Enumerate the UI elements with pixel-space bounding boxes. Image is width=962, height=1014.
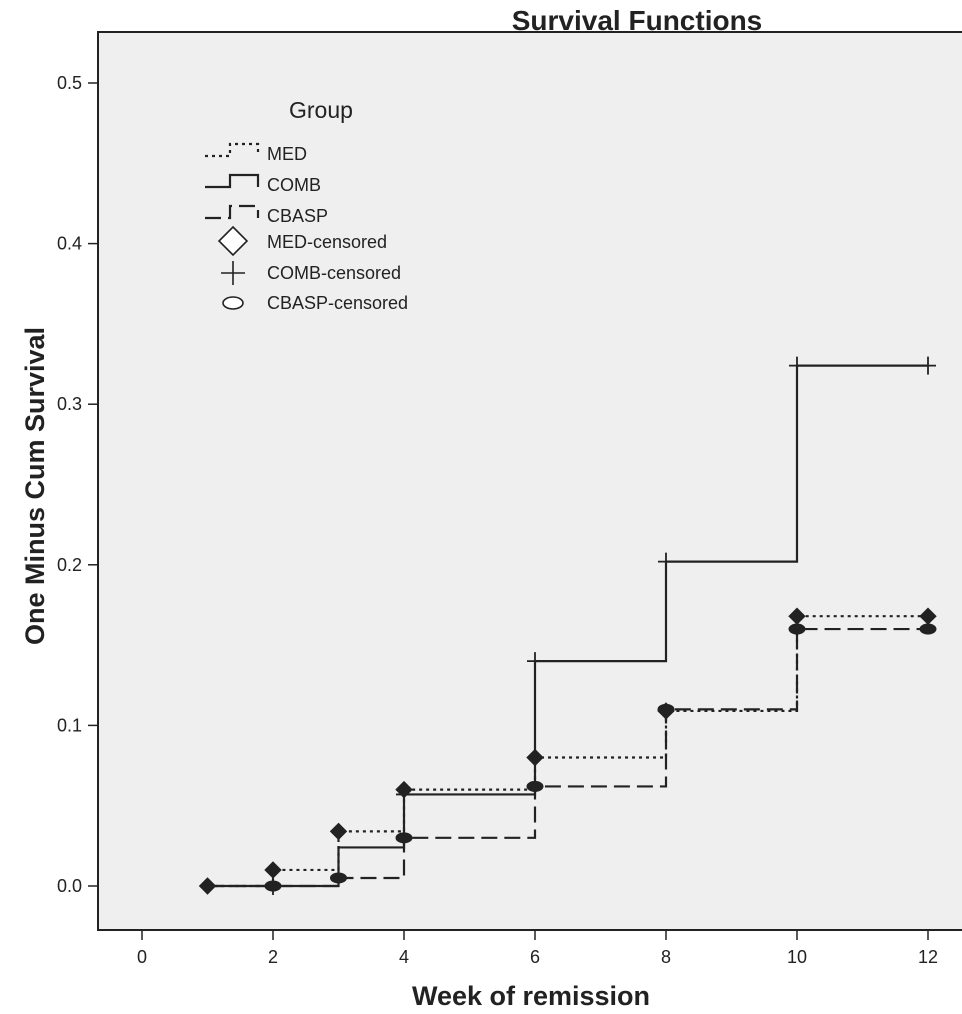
x-tick-label: 12 <box>918 947 938 967</box>
legend-med-line <box>205 142 260 158</box>
x-tick-label: 10 <box>787 947 807 967</box>
censor-markers <box>198 356 937 895</box>
censor-marker-comb <box>396 785 412 804</box>
censor-marker-comb <box>789 356 805 375</box>
legend-label-comb: COMB <box>267 175 321 195</box>
y-tick-label: 0.1 <box>57 715 82 735</box>
series-line-cbasp <box>207 627 928 888</box>
series-lines <box>207 364 928 888</box>
x-tick-label: 4 <box>399 947 409 967</box>
legend-title: Group <box>289 97 353 123</box>
censor-marker-cbasp <box>919 623 937 635</box>
legend-diamond-icon <box>217 225 249 257</box>
censor-marker-comb <box>658 552 674 571</box>
chart-title: Survival Functions <box>512 5 763 36</box>
legend-comb-line <box>205 173 260 189</box>
y-tick-label: 0.3 <box>57 394 82 414</box>
censor-marker-cbasp <box>395 832 413 844</box>
y-tick-label: 0.0 <box>57 876 82 896</box>
x-axis: 0 2 4 6 8 10 12 <box>137 930 938 967</box>
censor-marker-cbasp <box>264 880 282 892</box>
legend-ellipse-icon <box>222 296 244 310</box>
censor-marker-cbasp <box>330 872 347 884</box>
series-line-med <box>207 615 928 888</box>
legend-label-med: MED <box>267 144 307 164</box>
censor-marker-cbasp <box>657 703 675 715</box>
censor-marker-comb <box>920 356 936 375</box>
legend-label-comb-censored: COMB-censored <box>267 263 401 283</box>
censor-marker-med <box>329 822 348 841</box>
censor-marker-med <box>198 877 217 895</box>
legend-label-cbasp-censored: CBASP-censored <box>267 293 408 313</box>
y-tick-label: 0.4 <box>57 234 82 254</box>
plot-area <box>97 31 962 931</box>
censor-marker-cbasp <box>788 623 806 635</box>
x-tick-label: 2 <box>268 947 278 967</box>
legend-cbasp-line <box>205 204 260 220</box>
y-tick-label: 0.5 <box>57 73 82 93</box>
y-tick-label: 0.2 <box>57 555 82 575</box>
legend-plus-icon <box>221 261 245 285</box>
censor-marker-comb <box>527 652 543 671</box>
x-tick-label: 0 <box>137 947 147 967</box>
series-line-comb <box>207 364 928 888</box>
censor-marker-cbasp <box>526 780 544 792</box>
y-axis: 0.0 0.1 0.2 0.3 0.4 0.5 <box>57 73 98 896</box>
legend: Group MED COMB CBASP MED-censored COMB-c… <box>205 97 408 313</box>
x-tick-label: 8 <box>661 947 671 967</box>
legend-label-med-censored: MED-censored <box>267 232 387 252</box>
y-axis-label: One Minus Cum Survival <box>20 327 50 645</box>
censor-marker-med <box>526 748 544 767</box>
x-axis-label: Week of remission <box>412 981 650 1011</box>
legend-label-cbasp: CBASP <box>267 206 328 226</box>
x-tick-label: 6 <box>530 947 540 967</box>
